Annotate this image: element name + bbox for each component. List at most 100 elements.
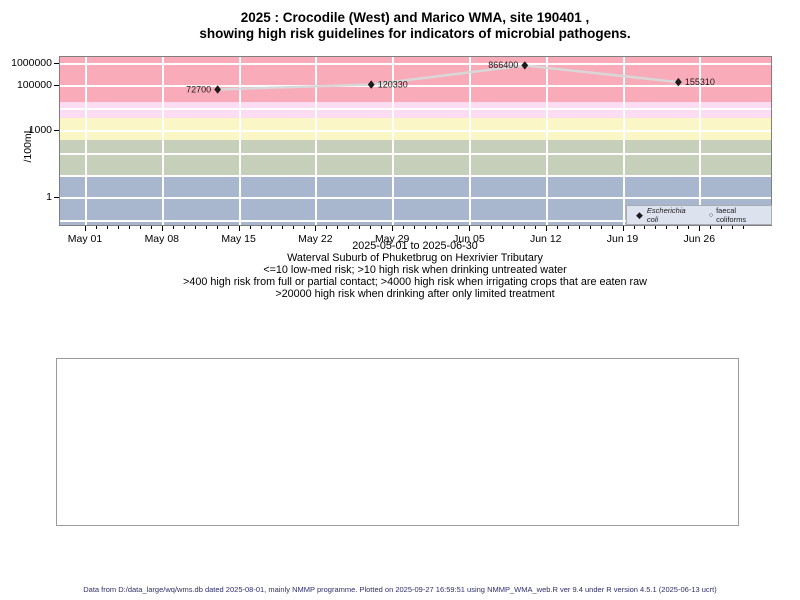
y-axis-tick: [54, 63, 59, 64]
x-tick-label: May 08: [144, 233, 179, 245]
data-point: [367, 80, 375, 89]
chart-title-line1: 2025 : Crocodile (West) and Marico WMA, …: [240, 10, 590, 25]
y-axis-tick: [54, 130, 59, 132]
x-axis-minor-tick: [205, 226, 207, 229]
x-tick-label: Jun 12: [529, 233, 562, 245]
x-tick-label: Jun 05: [453, 233, 485, 245]
data-point-label: 866400: [488, 60, 518, 70]
x-axis-major-tick: [315, 226, 317, 231]
x-axis-minor-tick: [216, 226, 218, 229]
x-axis-minor-tick: [128, 226, 130, 229]
x-axis-minor-tick: [556, 226, 558, 229]
x-axis-minor-tick: [150, 226, 152, 229]
x-axis-minor-tick: [337, 226, 339, 229]
x-axis-minor-tick: [260, 226, 262, 229]
x-axis-minor-tick: [710, 226, 712, 229]
x-gridline: [238, 57, 241, 225]
x-axis-minor-tick: [732, 226, 734, 229]
x-axis-major-tick: [622, 226, 624, 231]
x-axis-minor-tick: [282, 226, 284, 229]
y-tick-label: 1: [46, 191, 52, 204]
x-axis-minor-tick: [183, 226, 185, 229]
caption-date-range: 2025-05-01 to 2025-06-30: [352, 240, 478, 252]
y-gridline: [60, 107, 771, 110]
x-axis-major-tick: [545, 226, 547, 231]
x-axis-minor-tick: [172, 226, 174, 229]
x-axis-major-tick: [238, 226, 240, 231]
data-point-label: 155310: [685, 77, 715, 87]
x-axis-minor-tick: [688, 226, 690, 229]
x-axis-minor-tick: [227, 226, 229, 229]
chart-title-line2: showing high risk guidelines for indicat…: [199, 26, 631, 41]
x-tick-label: Jun 19: [606, 233, 639, 245]
x-axis-major-tick: [699, 226, 701, 231]
x-tick-label: May 15: [221, 233, 256, 245]
x-axis-minor-tick: [721, 226, 723, 229]
data-series-layer: 72700 120330 866400 155310: [186, 60, 715, 94]
x-axis-minor-tick: [106, 226, 108, 229]
x-axis-minor-tick: [523, 226, 525, 229]
x-axis-minor-tick: [370, 226, 372, 229]
x-axis-major-tick: [161, 226, 163, 231]
x-axis-minor-tick: [655, 226, 657, 229]
x-tick-label: May 22: [298, 233, 333, 245]
series-line: [217, 64, 679, 91]
y-tick-label: 1000000: [11, 57, 52, 69]
y-tick-label: 1000: [28, 124, 52, 137]
caption-guideline-2: >400 high risk from full or partial cont…: [183, 276, 647, 288]
x-axis-minor-tick: [95, 226, 97, 229]
x-axis-minor-tick: [567, 226, 569, 229]
x-axis-minor-tick: [326, 226, 328, 229]
empty-panel: [56, 358, 739, 526]
filled-diamond-icon: ◆: [636, 209, 643, 220]
x-axis-minor-tick: [414, 226, 416, 229]
legend-label-faecal-coliforms: faecal coliforms: [716, 206, 747, 224]
data-point-label: 120330: [378, 79, 408, 89]
y-gridline: [60, 85, 771, 88]
x-axis-major-tick: [392, 226, 394, 231]
caption-guideline-1: <=10 low-med risk; >10 high risk when dr…: [263, 264, 567, 276]
y-gridline: [60, 63, 771, 65]
plot-background: 72700 120330 866400 155310: [60, 57, 771, 225]
caption-location: Waterval Suburb of Phuketbrug on Hexrivi…: [287, 252, 543, 264]
x-axis-minor-tick: [677, 226, 679, 229]
x-gridline: [699, 57, 702, 225]
x-axis-minor-tick: [501, 226, 503, 229]
x-gridline: [315, 57, 318, 225]
risk-band: [60, 102, 771, 118]
x-axis-minor-tick: [743, 226, 745, 229]
x-axis-minor-tick: [359, 226, 361, 229]
caption-guideline-3: >20000 high risk when drinking after onl…: [275, 288, 555, 300]
chart-title: 2025 : Crocodile (West) and Marico WMA, …: [55, 10, 775, 42]
y-gridline: [60, 152, 771, 155]
data-point: [521, 61, 529, 70]
x-axis-major-tick: [85, 226, 86, 231]
x-axis-major-tick: [468, 226, 470, 231]
x-axis-minor-tick: [249, 226, 251, 229]
x-axis-minor-tick: [403, 226, 405, 229]
y-axis-tick: [54, 197, 59, 199]
x-axis-minor-tick: [479, 226, 481, 229]
y-tick-label: 100000: [16, 79, 52, 92]
risk-band: [60, 117, 771, 141]
x-axis-minor-tick: [194, 226, 196, 229]
x-axis-minor-tick: [578, 226, 580, 229]
x-axis-minor-tick: [425, 226, 427, 229]
x-axis-minor-tick: [293, 226, 295, 229]
x-axis-minor-tick: [457, 226, 459, 229]
legend-label-escherichia-coli: Escherichia coli: [646, 206, 686, 224]
x-axis-minor-tick: [490, 226, 492, 229]
x-axis-minor-tick: [589, 226, 591, 229]
x-axis-minor-tick: [633, 226, 635, 229]
chart-plot-area: 72700 120330 866400 155310 ◆ Escherichia co…: [59, 56, 772, 226]
x-axis-minor-tick: [117, 226, 119, 229]
x-axis-minor-tick: [534, 226, 536, 229]
x-axis-minor-tick: [348, 226, 350, 229]
y-gridline: [60, 197, 771, 200]
data-point: [214, 85, 222, 94]
x-tick-label: May 29: [374, 233, 410, 245]
y-axis-tick: [54, 85, 59, 87]
x-axis-minor-tick: [600, 226, 602, 229]
y-gridline: [60, 130, 771, 133]
data-point: [674, 77, 682, 87]
